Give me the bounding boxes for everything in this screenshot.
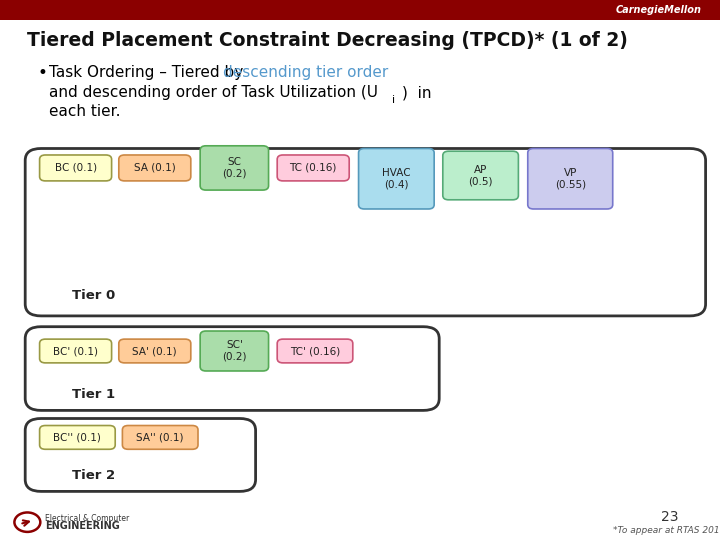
Text: BC (0.1): BC (0.1) — [55, 163, 96, 173]
Text: BC' (0.1): BC' (0.1) — [53, 346, 98, 356]
FancyBboxPatch shape — [40, 426, 115, 449]
Text: SC'
(0.2): SC' (0.2) — [222, 340, 247, 362]
Text: TC (0.16): TC (0.16) — [289, 163, 337, 173]
Bar — [0, 0, 720, 20]
Text: Tier 0: Tier 0 — [72, 289, 115, 302]
Text: SA' (0.1): SA' (0.1) — [132, 346, 177, 356]
Text: SA (0.1): SA (0.1) — [134, 163, 176, 173]
Text: SA'' (0.1): SA'' (0.1) — [137, 433, 184, 442]
FancyBboxPatch shape — [119, 339, 191, 363]
FancyBboxPatch shape — [40, 339, 112, 363]
Text: •: • — [37, 64, 48, 82]
Text: ENGINEERING: ENGINEERING — [45, 521, 120, 531]
Text: i: i — [392, 95, 395, 105]
Text: and descending order of Task Utilization (U: and descending order of Task Utilization… — [49, 85, 378, 100]
FancyBboxPatch shape — [200, 331, 269, 371]
FancyBboxPatch shape — [200, 146, 269, 190]
Text: Task Ordering – Tiered by: Task Ordering – Tiered by — [49, 65, 248, 80]
Text: each tier.: each tier. — [49, 104, 120, 119]
FancyBboxPatch shape — [277, 339, 353, 363]
Text: 23: 23 — [661, 510, 678, 524]
Text: )  in: ) in — [402, 85, 431, 100]
Text: BC'' (0.1): BC'' (0.1) — [53, 433, 102, 442]
Text: Tier 2: Tier 2 — [72, 469, 115, 482]
Text: VP
(0.55): VP (0.55) — [554, 168, 586, 190]
Text: Tiered Placement Constraint Decreasing (TPCD)* (1 of 2): Tiered Placement Constraint Decreasing (… — [27, 31, 629, 50]
FancyBboxPatch shape — [119, 155, 191, 181]
Text: Electrical & Computer: Electrical & Computer — [45, 514, 130, 523]
FancyBboxPatch shape — [528, 148, 613, 209]
Text: TC' (0.16): TC' (0.16) — [290, 346, 340, 356]
Text: *To appear at RTAS 2017: *To appear at RTAS 2017 — [613, 526, 720, 535]
Text: descending tier order: descending tier order — [223, 65, 389, 80]
Text: HVAC
(0.4): HVAC (0.4) — [382, 168, 410, 190]
FancyBboxPatch shape — [359, 148, 434, 209]
FancyBboxPatch shape — [443, 151, 518, 200]
Text: AP
(0.5): AP (0.5) — [468, 165, 493, 186]
Text: Tier 1: Tier 1 — [72, 388, 115, 401]
FancyBboxPatch shape — [122, 426, 198, 449]
Text: SC
(0.2): SC (0.2) — [222, 157, 247, 179]
FancyBboxPatch shape — [277, 155, 349, 181]
FancyBboxPatch shape — [40, 155, 112, 181]
Text: CarnegieMellon: CarnegieMellon — [616, 5, 702, 15]
